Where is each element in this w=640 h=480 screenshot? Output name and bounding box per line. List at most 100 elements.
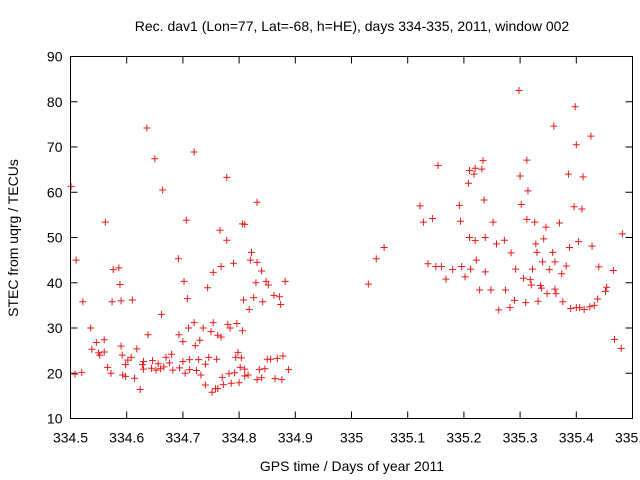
data-point — [205, 353, 213, 361]
data-point — [253, 376, 261, 384]
data-point — [241, 372, 249, 380]
data-point — [218, 373, 226, 381]
data-point — [471, 237, 479, 245]
data-point — [540, 235, 548, 243]
data-point — [87, 324, 95, 332]
data-point — [545, 266, 553, 274]
data-point — [267, 355, 275, 363]
x-tick-label: 335.5 — [615, 430, 640, 446]
data-point — [595, 263, 603, 271]
data-point — [258, 267, 266, 275]
data-point — [246, 256, 254, 264]
data-point — [196, 336, 204, 344]
data-point — [201, 360, 209, 368]
data-point — [154, 360, 162, 368]
data-point — [216, 226, 224, 234]
data-point — [278, 376, 286, 384]
data-point — [281, 277, 289, 285]
data-point — [492, 240, 500, 248]
chart-title: Rec. dav1 (Lon=77, Lat=-68, h=HE), days … — [135, 18, 570, 34]
data-point — [552, 290, 560, 298]
data-point — [542, 223, 550, 231]
data-point — [138, 361, 146, 369]
data-point — [276, 293, 284, 301]
x-tick-label: 335 — [340, 430, 364, 446]
data-point — [209, 268, 217, 276]
data-point — [100, 336, 108, 344]
data-point — [416, 202, 424, 210]
data-point — [190, 319, 198, 327]
data-point — [247, 248, 255, 256]
data-point — [466, 234, 474, 241]
y-tick-label: 30 — [47, 320, 63, 336]
data-point — [179, 338, 187, 346]
data-point — [481, 234, 489, 241]
data-point — [588, 242, 596, 250]
data-point — [201, 381, 209, 389]
data-point — [185, 324, 193, 332]
data-point — [195, 356, 203, 364]
data-point — [208, 388, 216, 396]
data-point — [579, 173, 587, 181]
data-point — [526, 276, 534, 284]
data-point — [109, 266, 117, 274]
data-point — [250, 294, 258, 302]
data-point — [223, 236, 231, 244]
data-point — [479, 157, 487, 165]
data-point — [587, 132, 595, 140]
data-point — [550, 122, 558, 130]
data-point — [523, 156, 531, 164]
data-point — [594, 295, 602, 303]
data-point — [523, 215, 531, 223]
y-axis-title: STEC from uqrg / TECUs — [5, 159, 21, 317]
data-point — [79, 298, 87, 306]
data-point — [424, 260, 432, 268]
data-point — [434, 162, 442, 170]
y-tick-label: 10 — [47, 411, 63, 427]
data-point — [458, 262, 466, 270]
data-point — [122, 372, 130, 380]
data-point — [555, 219, 563, 227]
data-point — [175, 331, 183, 339]
data-point — [470, 170, 478, 178]
data-point — [78, 368, 86, 376]
data-point — [559, 298, 567, 306]
data-point — [71, 370, 79, 378]
data-point — [258, 374, 266, 382]
data-point — [169, 366, 177, 374]
data-point — [515, 86, 523, 94]
data-point — [524, 187, 532, 195]
data-point — [372, 255, 380, 263]
data-point — [182, 216, 190, 224]
data-point — [528, 265, 536, 273]
data-point — [88, 345, 96, 353]
data-point — [253, 258, 261, 266]
y-tick-label: 90 — [47, 49, 63, 65]
data-point — [237, 354, 245, 362]
data-point — [500, 236, 508, 244]
data-point — [564, 170, 572, 178]
data-point — [273, 354, 281, 362]
data-point — [578, 205, 586, 213]
data-point — [225, 370, 233, 378]
data-point — [179, 357, 187, 365]
data-point — [226, 324, 234, 332]
data-point — [602, 287, 610, 295]
data-point — [240, 296, 248, 304]
data-point — [151, 155, 159, 163]
data-point — [143, 124, 151, 132]
data-point — [199, 324, 207, 332]
data-point — [133, 345, 141, 353]
data-point — [277, 300, 285, 308]
data-point — [487, 286, 495, 294]
data-point — [192, 367, 200, 375]
data-point — [96, 351, 104, 359]
data-point — [197, 371, 205, 379]
data-point — [590, 301, 598, 309]
data-point — [92, 338, 100, 346]
data-point — [117, 342, 125, 350]
data-point — [519, 274, 527, 282]
data-point — [461, 273, 469, 281]
data-point — [495, 306, 503, 314]
